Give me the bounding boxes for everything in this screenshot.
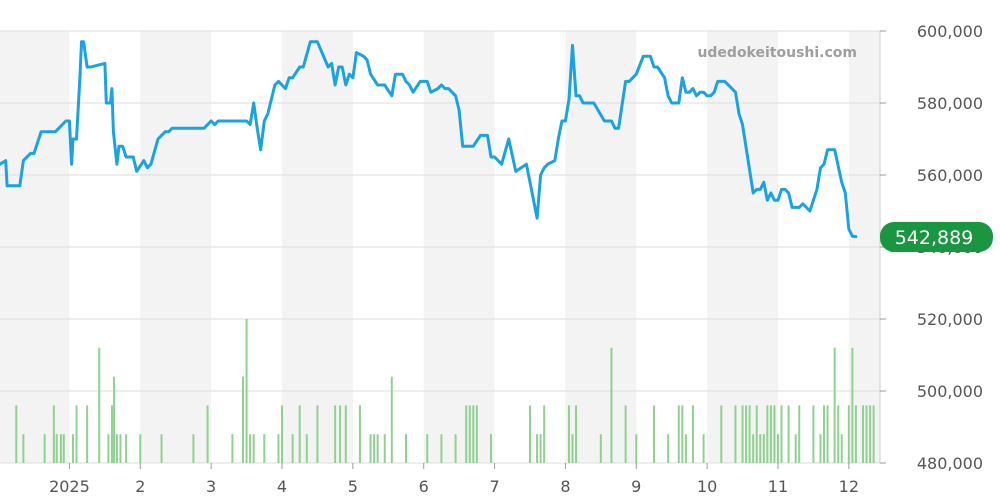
x-tick-label: 12 [839,477,859,496]
last-value-label: 542,889 [895,227,974,249]
y-tick-label: 520,000 [917,310,983,329]
y-tick-label: 560,000 [917,166,983,185]
price-series-line [0,40,858,239]
y-tick-label: 580,000 [917,94,983,113]
x-tick-label: 11 [768,477,788,496]
x-tick-label: 4 [277,477,287,496]
y-tick-label: 480,000 [917,454,983,473]
volume-bars [15,319,875,463]
x-tick-label: 6 [419,477,429,496]
y-axis-ticks: 480,000500,000520,000540,000560,000580,0… [880,22,983,473]
x-tick-label: 5 [348,477,358,496]
x-tick-label: 2 [135,477,145,496]
x-axis-ticks: 2025 2 3 4 5 6 7 8 9 10 11 12 [49,463,859,496]
x-tick-label: 7 [489,477,499,496]
y-tick-label: 600,000 [917,22,983,41]
y-tick-label: 500,000 [917,382,983,401]
x-tick-label: 3 [206,477,216,496]
x-tick-label: 10 [697,477,717,496]
last-value-badge: 542,889 [880,222,993,252]
watermark: udedokeitoushi.com [697,45,857,61]
x-tick-label: 9 [631,477,641,496]
x-tick-label: 8 [560,477,570,496]
x-tick-label: 2025 [49,477,90,496]
last-value-badge-bg [880,222,993,252]
